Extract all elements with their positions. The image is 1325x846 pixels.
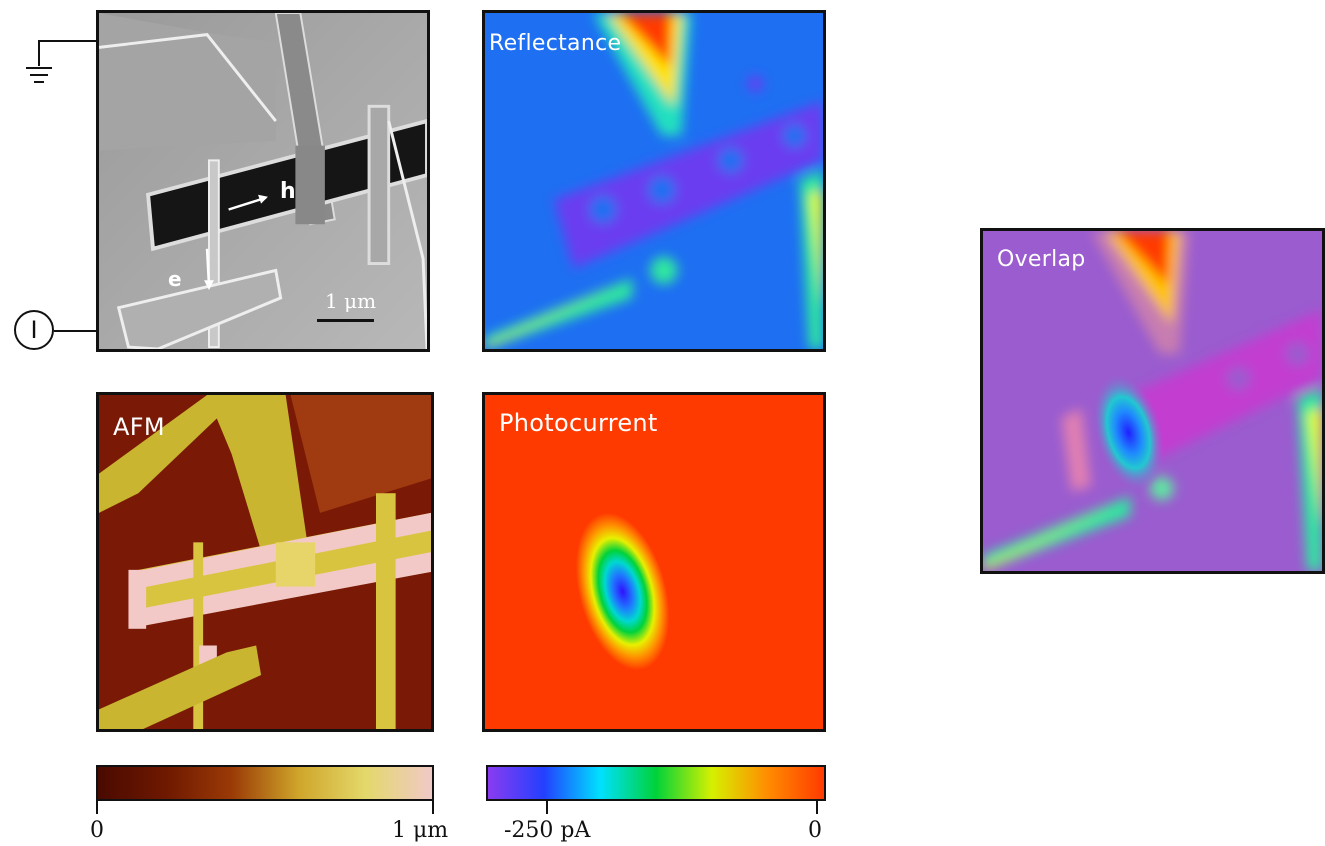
afm-panel: AFM [96, 392, 434, 732]
electron-label: e [168, 267, 182, 291]
photocurrent-image [485, 395, 823, 729]
photocurrent-colorbar-max-label: 0 [808, 818, 822, 843]
current-symbol: I [30, 316, 38, 344]
photocurrent-colorbar [486, 765, 826, 801]
afm-colorbar-min-label: 0 [90, 818, 104, 843]
ground-icon [26, 67, 52, 83]
afm-label: AFM [113, 413, 165, 441]
overlap-image [983, 231, 1322, 571]
overlap-panel: Overlap [980, 228, 1325, 574]
photocurrent-panel: Photocurrent [482, 392, 826, 732]
ground-wire-vertical [38, 40, 40, 66]
sem-image [99, 13, 427, 349]
overlap-label: Overlap [997, 247, 1086, 272]
photocurrent-colorbar-tick-max [816, 800, 818, 814]
hole-label: h [280, 179, 296, 204]
afm-colorbar-tick-max [432, 800, 434, 814]
reflectance-label: Reflectance [489, 31, 622, 56]
afm-colorbar-max-label: 1 μm [392, 818, 449, 843]
current-meter-icon: I [14, 310, 54, 350]
afm-image [99, 395, 431, 729]
photocurrent-colorbar-tick-min [546, 800, 548, 814]
reflectance-image [485, 13, 823, 349]
scale-bar-label: 1 μm [325, 289, 377, 313]
photocurrent-label: Photocurrent [499, 409, 658, 437]
afm-colorbar-tick-min [96, 800, 98, 814]
sem-panel: h e 1 μm [96, 10, 430, 352]
afm-colorbar [96, 765, 434, 801]
reflectance-panel: Reflectance [482, 10, 826, 352]
photocurrent-colorbar-min-label: -250 pA [504, 818, 591, 843]
